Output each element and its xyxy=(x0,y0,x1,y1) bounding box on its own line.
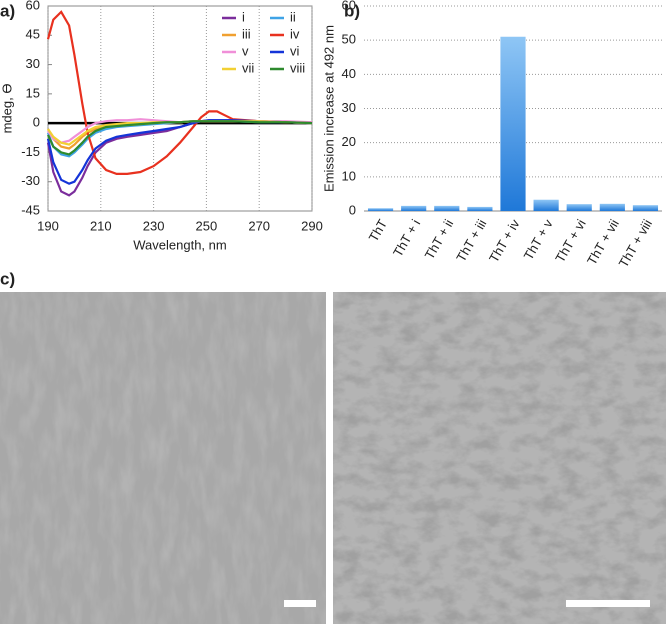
x-tick-label: 230 xyxy=(143,218,165,233)
y-tick-label: -15 xyxy=(21,144,40,159)
y-axis-label: Emission increase at 492 nm xyxy=(321,25,336,192)
legend-label: iv xyxy=(290,26,300,41)
y-tick-label: 45 xyxy=(26,27,40,42)
x-tick-label: ThT + v xyxy=(521,216,556,262)
micrograph-texture xyxy=(0,292,326,624)
x-tick-label: 290 xyxy=(301,218,323,233)
x-tick-label: ThT + iii xyxy=(453,217,489,265)
y-tick-label: 50 xyxy=(342,32,356,47)
legend-label: iii xyxy=(242,26,251,41)
legend-label: v xyxy=(242,43,249,58)
x-tick-label: 270 xyxy=(248,218,270,233)
y-axis-label: mdeg, ϴ xyxy=(0,84,14,134)
x-tick-label: ThT xyxy=(366,217,391,245)
series-line xyxy=(46,120,313,156)
x-tick-label: 250 xyxy=(196,218,218,233)
scale-bar xyxy=(284,600,316,607)
x-tick-label: 210 xyxy=(90,218,112,233)
y-tick-label: -45 xyxy=(21,202,40,217)
bar xyxy=(500,36,526,211)
y-tick-label: 60 xyxy=(26,0,40,12)
panel-label: a) xyxy=(0,1,15,20)
y-tick-label: 30 xyxy=(342,100,356,115)
plot-frame xyxy=(47,5,313,212)
y-tick-label: 15 xyxy=(26,85,40,100)
panel-label: b) xyxy=(344,1,360,20)
bar xyxy=(367,208,394,211)
y-tick-label: 20 xyxy=(342,134,356,149)
bar xyxy=(401,205,427,211)
bar xyxy=(533,199,559,211)
micrograph-texture xyxy=(333,292,666,624)
x-tick-label: ThT + ii xyxy=(422,217,457,262)
x-tick-label: 190 xyxy=(37,218,59,233)
scale-bar xyxy=(566,600,650,607)
y-tick-label: 30 xyxy=(26,56,40,71)
x-tick-label: ThT + vi xyxy=(552,217,589,265)
legend-label: vi xyxy=(290,43,300,58)
legend-label: viii xyxy=(290,60,305,75)
bar xyxy=(599,203,625,211)
panel-label: c) xyxy=(0,269,15,288)
legend-label: i xyxy=(242,9,245,24)
y-tick-label: 10 xyxy=(342,168,356,183)
y-tick-label: 60 xyxy=(342,0,356,12)
bar xyxy=(566,204,592,211)
bar xyxy=(434,205,460,211)
legend-label: vii xyxy=(242,60,254,75)
x-tick-label: ThT + i xyxy=(390,217,423,260)
y-tick-label: 0 xyxy=(33,115,40,130)
y-tick-label: 40 xyxy=(342,66,356,81)
legend-label: ii xyxy=(290,9,296,24)
series-line xyxy=(46,10,312,175)
x-axis-label: Wavelength, nm xyxy=(133,237,226,252)
bar xyxy=(632,205,659,211)
y-tick-label: 0 xyxy=(349,202,356,217)
bar xyxy=(467,206,493,211)
x-tick-label: ThT + iv xyxy=(486,216,523,265)
y-tick-label: -30 xyxy=(21,173,40,188)
